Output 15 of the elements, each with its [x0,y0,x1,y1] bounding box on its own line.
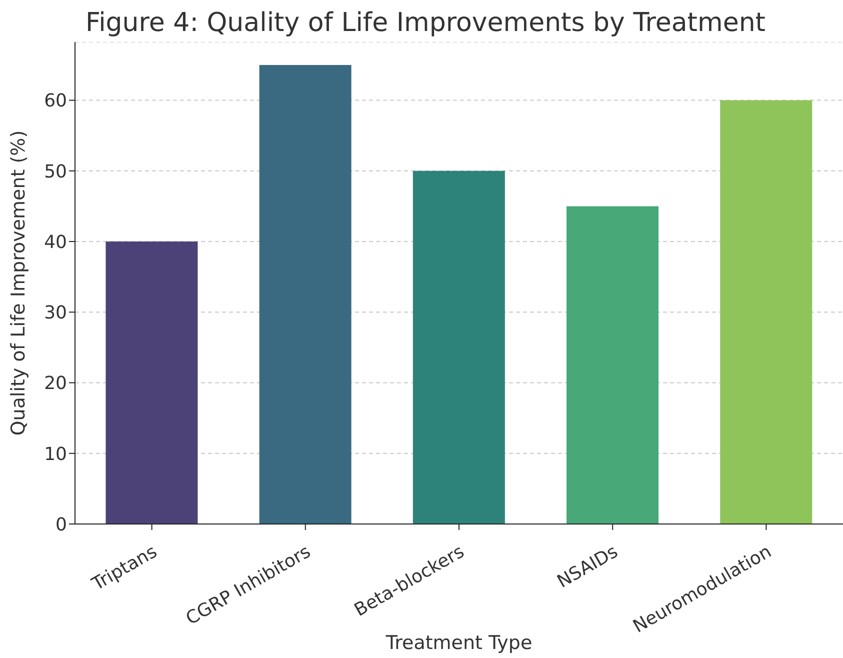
bar [259,64,352,524]
y-tick-label: 30 [44,302,67,324]
bar [106,242,198,524]
bar [412,170,505,524]
y-tick-label: 50 [44,161,67,182]
y-tick-label: 60 [44,90,67,112]
y-axis-title: Quality of Life Improvement (%) [8,130,30,436]
y-tick-label: 0 [56,514,67,536]
y-tick-label: 20 [44,373,67,394]
y-tick-label: 10 [44,444,67,465]
y-tick-label: 40 [44,232,67,253]
x-axis-title: Treatment Type [384,632,532,654]
chart-title: Figure 4: Quality of Life Improvements by Treatment [84,8,766,40]
bar [720,100,812,524]
bar [566,206,659,524]
